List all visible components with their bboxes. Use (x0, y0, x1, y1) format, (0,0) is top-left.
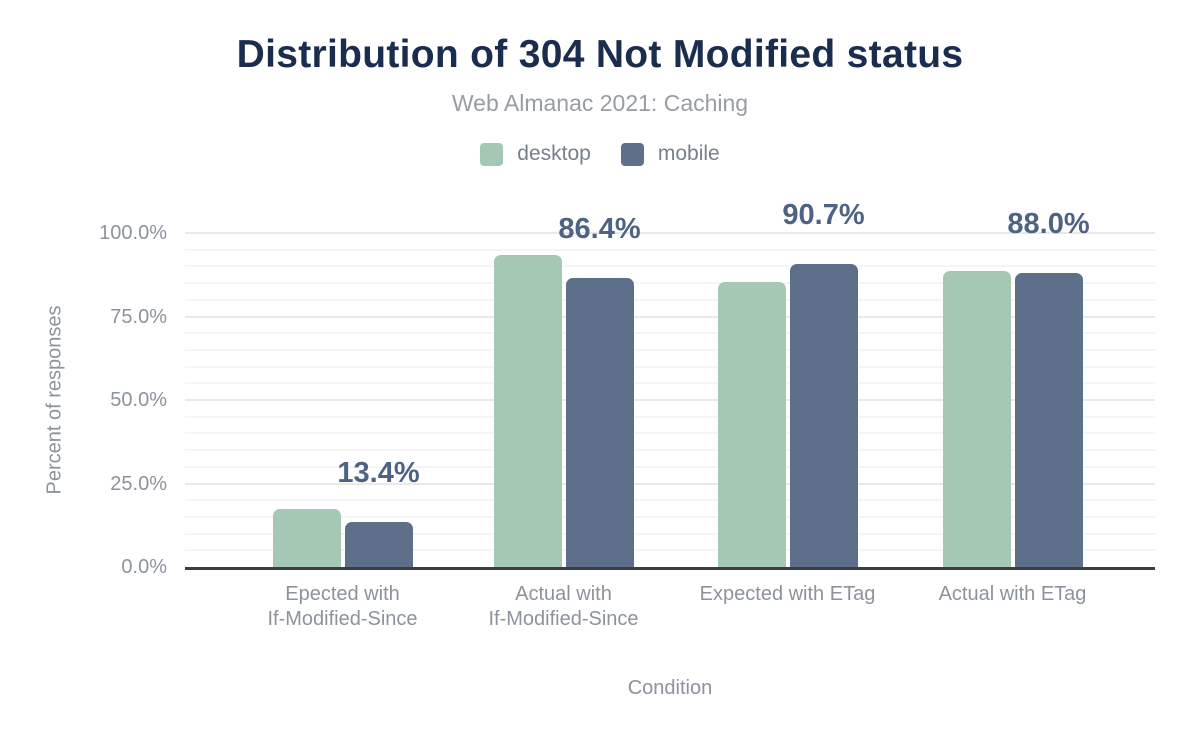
bar-value-label-0: 13.4% (337, 457, 420, 490)
gridline-75 (185, 315, 1155, 318)
x-tick-line: If-Modified-Since (267, 608, 418, 630)
chart-subtitle: Web Almanac 2021: Caching (451, 90, 749, 116)
gridline-35 (185, 449, 1155, 452)
bar-value-label-1: 86.4% (558, 213, 641, 246)
y-tick-label: 75.0% (110, 305, 167, 328)
gridline-80 (185, 298, 1155, 301)
bar-desktop-2 (717, 281, 786, 567)
bar-value-label-2: 90.7% (782, 199, 865, 232)
legend-item-desktop: desktop (480, 142, 591, 166)
legend-label-desktop: desktop (517, 142, 591, 165)
x-tick-line: Epected with (285, 583, 400, 605)
bar-desktop-1 (493, 255, 562, 567)
bar-mobile-2 (789, 264, 858, 567)
gridline-15 (185, 515, 1155, 518)
gridline-25 (185, 482, 1155, 485)
gridline-55 (185, 382, 1155, 385)
gridline-20 (185, 499, 1155, 502)
y-tick-label: 25.0% (110, 472, 167, 495)
legend: desktop mobile (0, 142, 1200, 166)
gridline-95 (185, 248, 1155, 251)
gridline-50 (185, 399, 1155, 401)
bar-mobile-0 (344, 522, 413, 567)
x-tick-line: If-Modified-Since (488, 608, 639, 630)
legend-item-mobile: mobile (620, 142, 720, 166)
y-tick-label: 100.0% (99, 222, 167, 244)
y-tick-label: 0.0% (121, 556, 167, 578)
bar-desktop-3 (942, 271, 1011, 567)
gridline-100 (185, 232, 1155, 234)
plot-area: 13.4% 86.4% 90.7% 88.0% (185, 199, 1155, 570)
gridline-30 (185, 465, 1155, 468)
gridline-90 (185, 265, 1155, 268)
legend-swatch-desktop-icon (480, 142, 504, 166)
bar-desktop-0 (272, 508, 341, 567)
x-tick-label-0: Epected with If-Modified-Since (218, 582, 468, 632)
x-tick-label-1: Actual with If-Modified-Since (439, 582, 689, 632)
gridline-70 (185, 332, 1155, 335)
y-tick-label: 50.0% (110, 389, 167, 411)
gridline-5 (185, 549, 1155, 552)
x-axis-title: Condition (627, 677, 713, 699)
gridline-85 (185, 282, 1155, 285)
x-tick-line: Expected with ETag (699, 583, 876, 605)
gridline-60 (185, 365, 1155, 368)
gridline-10 (185, 532, 1155, 535)
bar-group-2: 90.7% (717, 199, 865, 567)
legend-label-mobile: mobile (657, 142, 720, 165)
bar-mobile-3 (1014, 273, 1083, 567)
bar-mobile-1 (565, 278, 634, 567)
legend-swatch-mobile-icon (620, 142, 644, 166)
gridline-40 (185, 432, 1155, 435)
bar-value-label-3: 88.0% (1007, 208, 1090, 241)
x-tick-label-2: Expected with ETag (663, 582, 913, 607)
x-tick-line: Actual with (515, 583, 612, 605)
x-tick-line: Actual with ETag (938, 583, 1087, 605)
gridline-65 (185, 348, 1155, 351)
bar-group-1: 86.4% (493, 213, 641, 567)
chart-title: Distribution of 304 Not Modified status (236, 33, 964, 76)
bar-group-3: 88.0% (942, 208, 1090, 567)
bar-group-0: 13.4% (272, 233, 420, 567)
x-tick-label-3: Actual with ETag (888, 582, 1138, 607)
gridline-45 (185, 415, 1155, 418)
